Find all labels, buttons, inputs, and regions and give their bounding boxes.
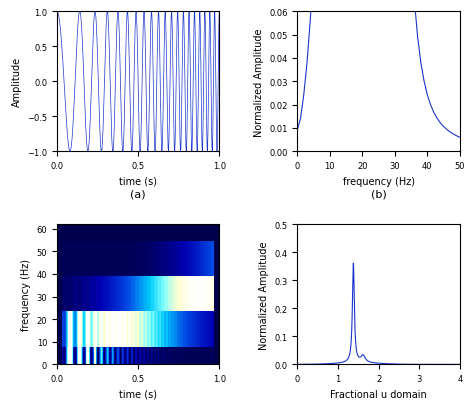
X-axis label: frequency (Hz): frequency (Hz)	[343, 176, 415, 186]
Y-axis label: frequency (Hz): frequency (Hz)	[21, 259, 31, 330]
X-axis label: Fractional u domain: Fractional u domain	[330, 389, 427, 399]
X-axis label: time (s): time (s)	[119, 176, 157, 186]
Text: (b): (b)	[371, 189, 386, 199]
Text: (a): (a)	[130, 189, 146, 199]
Y-axis label: Normalized Amplitude: Normalized Amplitude	[254, 28, 264, 136]
X-axis label: time (s): time (s)	[119, 389, 157, 399]
Y-axis label: Amplitude: Amplitude	[11, 57, 21, 107]
Y-axis label: Normalized Amplitude: Normalized Amplitude	[259, 241, 269, 349]
